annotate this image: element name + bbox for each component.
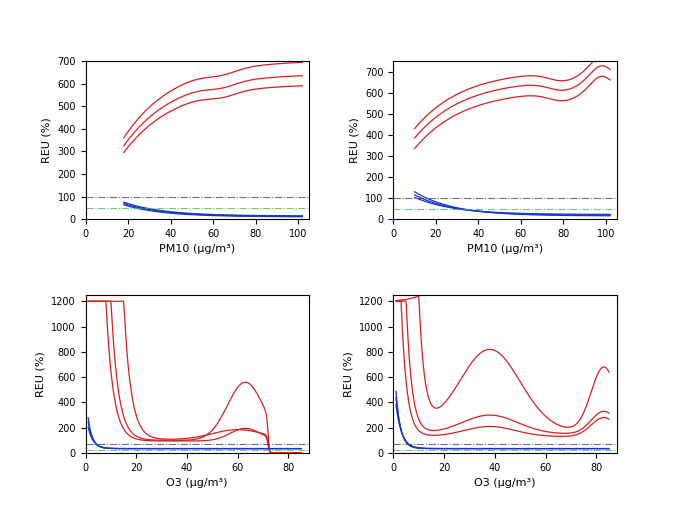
Y-axis label: REU (%): REU (%) <box>42 117 52 163</box>
X-axis label: O3 (μg/m³): O3 (μg/m³) <box>474 478 536 488</box>
X-axis label: PM10 (μg/m³): PM10 (μg/m³) <box>467 244 543 254</box>
X-axis label: PM10 (μg/m³): PM10 (μg/m³) <box>159 244 235 254</box>
Y-axis label: REU (%): REU (%) <box>349 117 360 163</box>
X-axis label: O3 (μg/m³): O3 (μg/m³) <box>166 478 228 488</box>
Y-axis label: REU (%): REU (%) <box>344 351 353 397</box>
Y-axis label: REU (%): REU (%) <box>36 351 46 397</box>
